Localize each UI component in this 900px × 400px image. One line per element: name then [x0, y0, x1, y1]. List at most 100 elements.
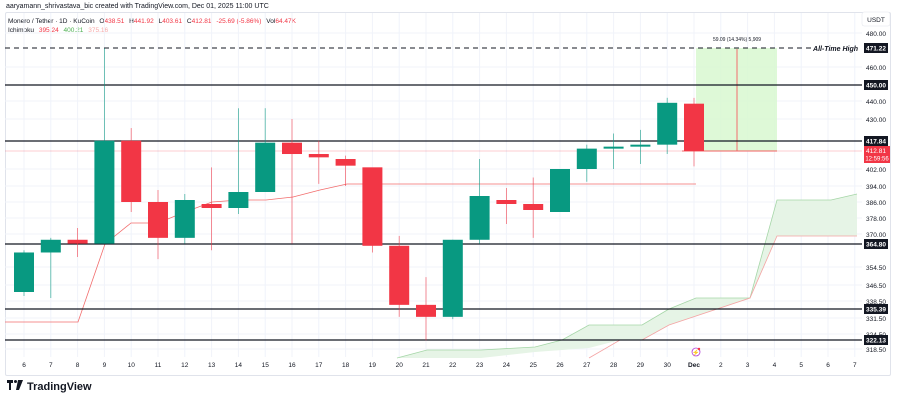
tick-318: 318.50	[866, 347, 886, 354]
measure-label: 59.09 (14.34%) 5,909	[713, 37, 761, 43]
time-tick: 12	[181, 362, 189, 369]
time-tick: 27	[583, 362, 591, 369]
time-tick: 2	[719, 362, 723, 369]
time-tick: 17	[315, 362, 323, 369]
current-price-label: 412.81	[866, 148, 886, 155]
candle-body[interactable]	[389, 245, 410, 305]
time-tick: 26	[556, 362, 564, 369]
close-value: 412.81	[191, 18, 212, 25]
time-tick: 24	[503, 362, 511, 369]
candle-body[interactable]	[335, 159, 356, 166]
time-tick: Dec	[688, 362, 700, 369]
tick-386: 386.00	[866, 200, 886, 207]
candle-body[interactable]	[362, 167, 383, 246]
candle-body[interactable]	[174, 200, 195, 238]
time-tick: 6	[22, 362, 26, 369]
candle-body[interactable]	[255, 142, 276, 192]
tick-346: 346.50	[866, 283, 886, 290]
indicator-value-1: 395.24	[38, 27, 59, 34]
candle-countdown: 12:59:56	[865, 157, 889, 163]
time-tick: 23	[476, 362, 484, 369]
time-tick: 9	[103, 362, 107, 369]
candle-body[interactable]	[496, 200, 517, 204]
time-tick: 18	[342, 362, 350, 369]
time-tick: 6	[826, 362, 830, 369]
tick-402: 402.00	[866, 167, 886, 174]
level-label-471: 471.22	[866, 46, 886, 53]
tradingview-logo[interactable]: TradingView	[7, 380, 92, 393]
tick-378: 378.00	[866, 216, 886, 223]
candle-body[interactable]	[228, 192, 249, 208]
candle-body[interactable]	[603, 146, 624, 149]
volume-value: 64.47K	[275, 18, 296, 25]
candle-body[interactable]	[282, 142, 302, 155]
level-label-322: 322.13	[866, 338, 886, 345]
candle-body[interactable]	[684, 103, 704, 151]
time-tick: 4	[773, 362, 777, 369]
chart-pane[interactable]	[5, 12, 891, 376]
candle-body[interactable]	[308, 154, 329, 158]
price-axis[interactable]: USDT 480.00 460.00 440.00 430.00 402.00 …	[861, 11, 891, 354]
svg-text:⚡: ⚡	[692, 349, 699, 357]
horizontal-levels	[5, 47, 862, 341]
time-tick: 25	[530, 362, 538, 369]
tick-394: 394.00	[866, 184, 886, 191]
level-label-364: 364.80	[866, 242, 886, 249]
time-tick: 28	[610, 362, 618, 369]
level-label-417: 417.84	[866, 139, 886, 146]
ath-label: All-Time High	[812, 46, 858, 53]
time-axis[interactable]: 6 7 8 9 10 11 12 13 14 15 16 17 18 19 20 21 22 23 24 25 26 27…	[22, 362, 857, 369]
time-tick: 5	[799, 362, 803, 369]
time-tick: 11	[155, 362, 162, 369]
currency-label: USDT	[867, 17, 885, 24]
tick-331: 331.50	[866, 316, 886, 323]
time-tick: 7	[853, 362, 857, 369]
high-value: 441.92	[133, 18, 154, 25]
time-tick: 3	[746, 362, 750, 369]
candle-body[interactable]	[657, 102, 678, 145]
time-tick: 13	[208, 362, 216, 369]
chart-credit: aaryamann_shrivastava_bic created with T…	[6, 3, 269, 10]
tick-460: 460.00	[866, 65, 886, 72]
time-tick: 10	[128, 362, 136, 369]
open-value: 438.51	[104, 18, 125, 25]
time-tick: 15	[262, 362, 270, 369]
candles	[14, 48, 704, 341]
candle-body[interactable]	[576, 148, 597, 169]
indicator-name[interactable]: Ichimoku	[8, 27, 35, 34]
candle-body[interactable]	[550, 169, 570, 212]
candle-body[interactable]	[201, 204, 222, 208]
level-label-450: 450.00	[866, 83, 886, 90]
time-tick: 21	[422, 362, 430, 369]
time-tick: 30	[664, 362, 672, 369]
time-tick: 20	[396, 362, 404, 369]
candle-body[interactable]	[442, 239, 463, 317]
tick-338: 338.50	[866, 299, 886, 306]
time-tick: 8	[76, 362, 80, 369]
time-tick: 19	[369, 362, 377, 369]
candle-body[interactable]	[148, 202, 168, 238]
time-tick: 14	[235, 362, 243, 369]
candle-body[interactable]	[14, 252, 34, 292]
time-tick: 29	[637, 362, 645, 369]
time-tick: 22	[449, 362, 457, 369]
candle-body[interactable]	[469, 196, 490, 240]
candle-body[interactable]	[630, 144, 651, 147]
ichimoku-cloud	[397, 194, 857, 358]
candle-body[interactable]	[121, 140, 142, 202]
tick-430: 430.00	[866, 117, 886, 124]
level-label-335: 335.39	[866, 307, 886, 314]
tick-354: 354.50	[866, 265, 886, 272]
candle-body[interactable]	[94, 140, 115, 244]
indicator-value-2: 400.21	[63, 27, 84, 34]
tradingview-logo-icon	[7, 380, 23, 393]
candle-body[interactable]	[40, 239, 61, 253]
indicator-row: Ichimoku 395.24 400.21 375.16	[8, 26, 299, 35]
time-tick: 16	[288, 362, 296, 369]
indicator-value-3: 375.16	[88, 27, 109, 34]
event-marker-icon[interactable]: ⚡	[691, 347, 701, 357]
candle-body[interactable]	[416, 304, 436, 317]
candle-body[interactable]	[523, 204, 544, 210]
candle-body[interactable]	[67, 239, 88, 244]
